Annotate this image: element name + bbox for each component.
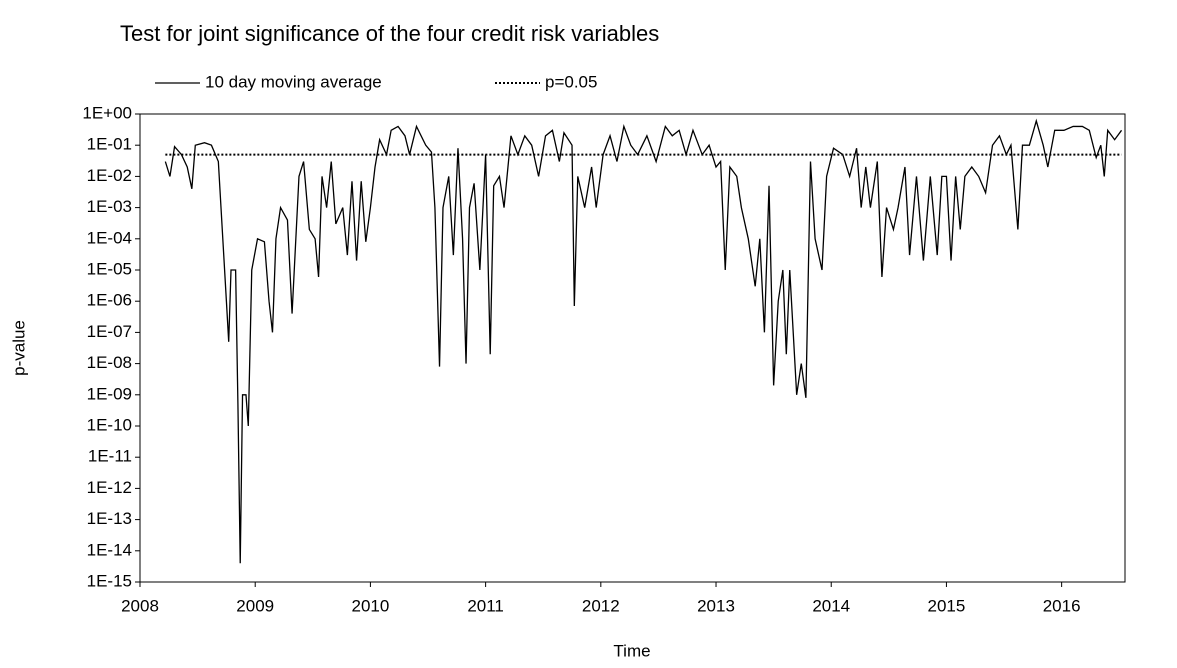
y-tick-label: 1E-03	[87, 197, 132, 216]
y-tick-label: 1E-12	[87, 478, 132, 497]
x-tick-label: 2008	[121, 596, 159, 615]
legend-label: p=0.05	[545, 72, 597, 91]
x-tick-label: 2015	[928, 596, 966, 615]
x-tick-label: 2013	[697, 596, 735, 615]
x-tick-label: 2016	[1043, 596, 1081, 615]
x-axis-label: Time	[613, 641, 650, 660]
y-tick-label: 1E-02	[87, 166, 132, 185]
y-tick-label: 1E-10	[87, 415, 132, 434]
x-tick-label: 2014	[812, 596, 850, 615]
x-tick-label: 2012	[582, 596, 620, 615]
y-tick-label: 1E-04	[87, 228, 132, 247]
y-tick-label: 1E-13	[87, 509, 132, 528]
plot-frame	[139, 113, 1126, 583]
y-tick-label: 1E-05	[87, 259, 132, 278]
y-tick-label: 1E-01	[87, 135, 132, 154]
data-line	[164, 118, 1123, 564]
x-tick-label: 2010	[351, 596, 389, 615]
legend-label: 10 day moving average	[205, 72, 382, 91]
y-tick-label: 1E-11	[88, 447, 132, 466]
x-tick-label: 2009	[236, 596, 274, 615]
y-tick-label: 1E+00	[82, 103, 132, 122]
chart-title: Test for joint significance of the four …	[120, 21, 659, 46]
y-tick-label: 1E-06	[87, 291, 132, 310]
y-tick-label: 1E-09	[87, 384, 132, 403]
y-tick-label: 1E-15	[87, 571, 132, 590]
y-tick-label: 1E-08	[87, 353, 132, 372]
y-tick-label: 1E-07	[87, 322, 132, 341]
x-tick-label: 2011	[467, 596, 504, 615]
y-axis-label: p-value	[9, 320, 28, 376]
y-tick-label: 1E-14	[87, 540, 132, 559]
